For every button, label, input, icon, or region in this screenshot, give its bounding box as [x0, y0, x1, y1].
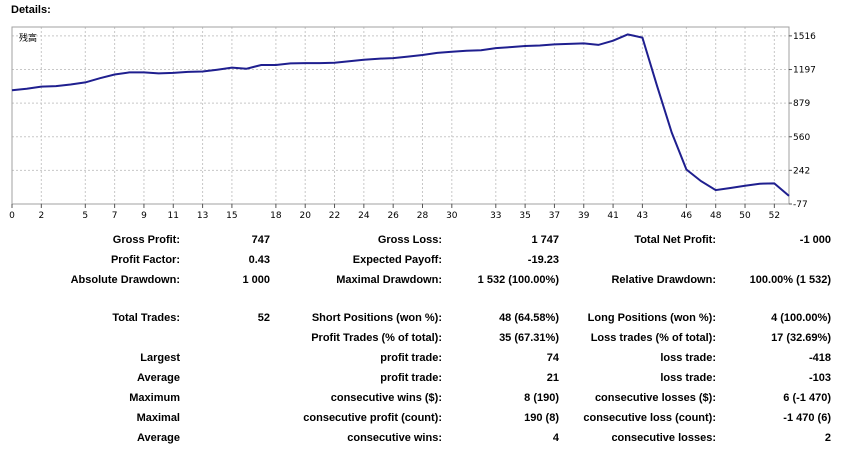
x-tick-label-24: 52	[769, 211, 780, 221]
average-profit-trade-label: profit trade:	[380, 372, 442, 384]
total-net-profit-value: -1 000	[799, 234, 831, 246]
x-tick-label-16: 35	[519, 211, 530, 221]
average-consecutive-losses-value: 2	[824, 432, 831, 444]
largest-loss-trade-value: -418	[808, 352, 831, 364]
y-tick-label-0: 1516	[793, 32, 816, 42]
x-tick-label-10: 22	[329, 211, 340, 221]
x-tick-label-17: 37	[549, 211, 560, 221]
x-tick-label-18: 39	[578, 211, 590, 221]
max-consecutive-losses-value: 6 (-1 470)	[783, 392, 831, 404]
maximal-group-label: Maximal	[136, 412, 180, 424]
maximal-drawdown-label: Maximal Drawdown:	[336, 274, 442, 286]
y-tick-label-2: 879	[793, 99, 810, 109]
profit-factor-label: Profit Factor:	[110, 254, 180, 266]
x-tick-label-15: 33	[490, 211, 501, 221]
maximal-consecutive-profit-value: 190 (8)	[524, 412, 559, 424]
x-tick-label-3: 7	[112, 211, 118, 221]
maximal-consecutive-loss-label: consecutive loss (count):	[583, 412, 716, 424]
average-consecutive-losses-label: consecutive losses:	[611, 432, 716, 444]
y-axis-ticks: 1516 1197 879 560 242 -77	[789, 32, 816, 210]
x-tick-label-21: 46	[681, 211, 693, 221]
gross-profit-label: Gross Profit:	[112, 234, 180, 246]
x-tick-label-20: 43	[637, 211, 648, 221]
x-tick-label-19: 41	[607, 211, 618, 221]
x-tick-label-7: 15	[226, 211, 237, 221]
total-trades-value: 52	[257, 312, 270, 324]
balance-chart: 残高 0 2 5 7 9 11 13 15 18 20 22 24 26 28 30 33 35 37 39 41 43…	[9, 26, 816, 221]
y-tick-label-4: 242	[793, 166, 810, 176]
loss-trades-value: 17 (32.69%)	[771, 332, 831, 344]
details-heading: Details:	[11, 4, 51, 16]
long-positions-label: Long Positions (won %):	[587, 312, 716, 324]
x-tick-label-5: 11	[168, 211, 179, 221]
x-tick-label-9: 20	[299, 211, 311, 221]
expected-payoff-value: -19.23	[527, 254, 559, 266]
x-tick-label-0: 0	[9, 211, 15, 221]
largest-group-label: Largest	[140, 352, 180, 364]
y-tick-label-3: 560	[793, 133, 810, 143]
maximal-consecutive-loss-value: -1 470 (6)	[783, 412, 831, 424]
gross-loss-label: Gross Loss:	[377, 234, 442, 246]
gross-loss-value: 1 747	[531, 234, 559, 246]
average-consecutive-group-label: Average	[136, 432, 180, 444]
average-loss-trade-label: loss trade:	[660, 372, 716, 384]
total-trades-label: Total Trades:	[112, 312, 180, 324]
x-axis-ticks: 0 2 5 7 9 11 13 15 18 20 22 24 26 28 30 33 35 37 39 41 43 46 4…	[9, 204, 780, 221]
chart-legend: 残高	[19, 32, 37, 44]
profit-factor-value: 0.43	[248, 254, 270, 266]
loss-trades-label: Loss trades (% of total):	[590, 332, 716, 344]
average-loss-trade-value: -103	[808, 372, 831, 384]
x-tick-label-2: 5	[82, 211, 88, 221]
x-tick-label-11: 24	[358, 211, 370, 221]
largest-loss-trade-label: loss trade:	[660, 352, 716, 364]
maximum-group-label: Maximum	[129, 392, 180, 404]
max-consecutive-wins-label: consecutive wins ($):	[330, 392, 442, 404]
x-tick-label-6: 13	[197, 211, 208, 221]
max-consecutive-losses-label: consecutive losses ($):	[594, 392, 716, 404]
chart-grid	[11, 27, 789, 205]
x-tick-label-1: 2	[38, 211, 44, 221]
profit-trades-label: Profit Trades (% of total):	[311, 332, 442, 344]
long-positions-value: 4 (100.00%)	[771, 312, 831, 324]
profit-trades-value: 35 (67.31%)	[499, 332, 559, 344]
absolute-drawdown-value: 1 000	[242, 274, 270, 286]
maximal-consecutive-profit-label: consecutive profit (count):	[303, 412, 442, 424]
chart-frame	[11, 26, 790, 205]
gross-profit-value: 747	[251, 234, 270, 246]
x-tick-label-12: 26	[387, 211, 399, 221]
average-group-label: Average	[136, 372, 180, 384]
average-consecutive-wins-label: consecutive wins:	[347, 432, 442, 444]
x-tick-label-22: 48	[710, 211, 722, 221]
largest-profit-trade-label: profit trade:	[380, 352, 442, 364]
short-positions-value: 48 (64.58%)	[499, 312, 559, 324]
short-positions-label: Short Positions (won %):	[311, 312, 442, 324]
absolute-drawdown-label: Absolute Drawdown:	[70, 274, 180, 286]
average-profit-trade-value: 21	[546, 372, 559, 384]
total-net-profit-label: Total Net Profit:	[634, 234, 716, 246]
x-tick-label-23: 50	[739, 211, 751, 221]
relative-drawdown-label: Relative Drawdown:	[611, 274, 716, 286]
x-tick-label-8: 18	[270, 211, 282, 221]
maximal-drawdown-value: 1 532 (100.00%)	[477, 274, 559, 286]
x-tick-label-14: 30	[446, 211, 458, 221]
x-tick-label-13: 28	[417, 211, 429, 221]
largest-profit-trade-value: 74	[546, 352, 559, 364]
y-tick-label-1: 1197	[793, 66, 816, 76]
max-consecutive-wins-value: 8 (190)	[524, 392, 559, 404]
x-tick-label-4: 9	[141, 211, 147, 221]
relative-drawdown-value: 100.00% (1 532)	[749, 274, 831, 286]
average-consecutive-wins-value: 4	[552, 432, 559, 444]
expected-payoff-label: Expected Payoff:	[352, 254, 442, 266]
y-tick-label-5: -77	[793, 200, 808, 210]
balance-series-line	[11, 33, 790, 197]
